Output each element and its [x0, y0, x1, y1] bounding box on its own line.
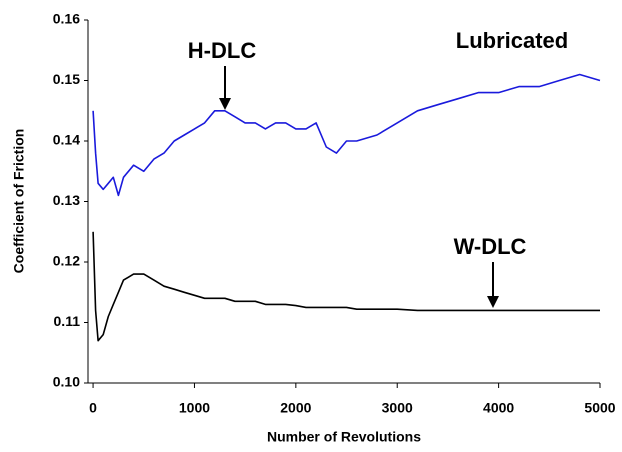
y-tick-label: 0.15 [53, 71, 80, 87]
y-tick-label: 0.12 [53, 253, 80, 269]
y-tick-label: 0.13 [53, 192, 80, 208]
y-tick-label: 0.11 [54, 313, 81, 329]
arrow [219, 66, 499, 308]
x-tick-label: 0 [89, 400, 97, 416]
annotation: W-DLC [454, 234, 527, 259]
y-tick-label: 0.10 [53, 374, 80, 390]
x-axis-title: Number of Revolutions [267, 429, 421, 445]
annotation: Lubricated [456, 28, 568, 53]
y-axis-title: Coefficient of Friction [11, 129, 27, 274]
x-tick-label: 2000 [280, 400, 311, 416]
x-tick-label: 3000 [382, 400, 413, 416]
annotation: H-DLC [188, 38, 257, 63]
x-tick-label: 5000 [584, 400, 615, 416]
series-line [92, 231, 600, 342]
series-line [92, 73, 601, 197]
x-tick-label: 1000 [179, 400, 210, 416]
y-tick-label: 0.14 [53, 132, 80, 148]
x-tick-label: 4000 [483, 400, 514, 416]
y-tick-label: 0.16 [53, 11, 80, 27]
